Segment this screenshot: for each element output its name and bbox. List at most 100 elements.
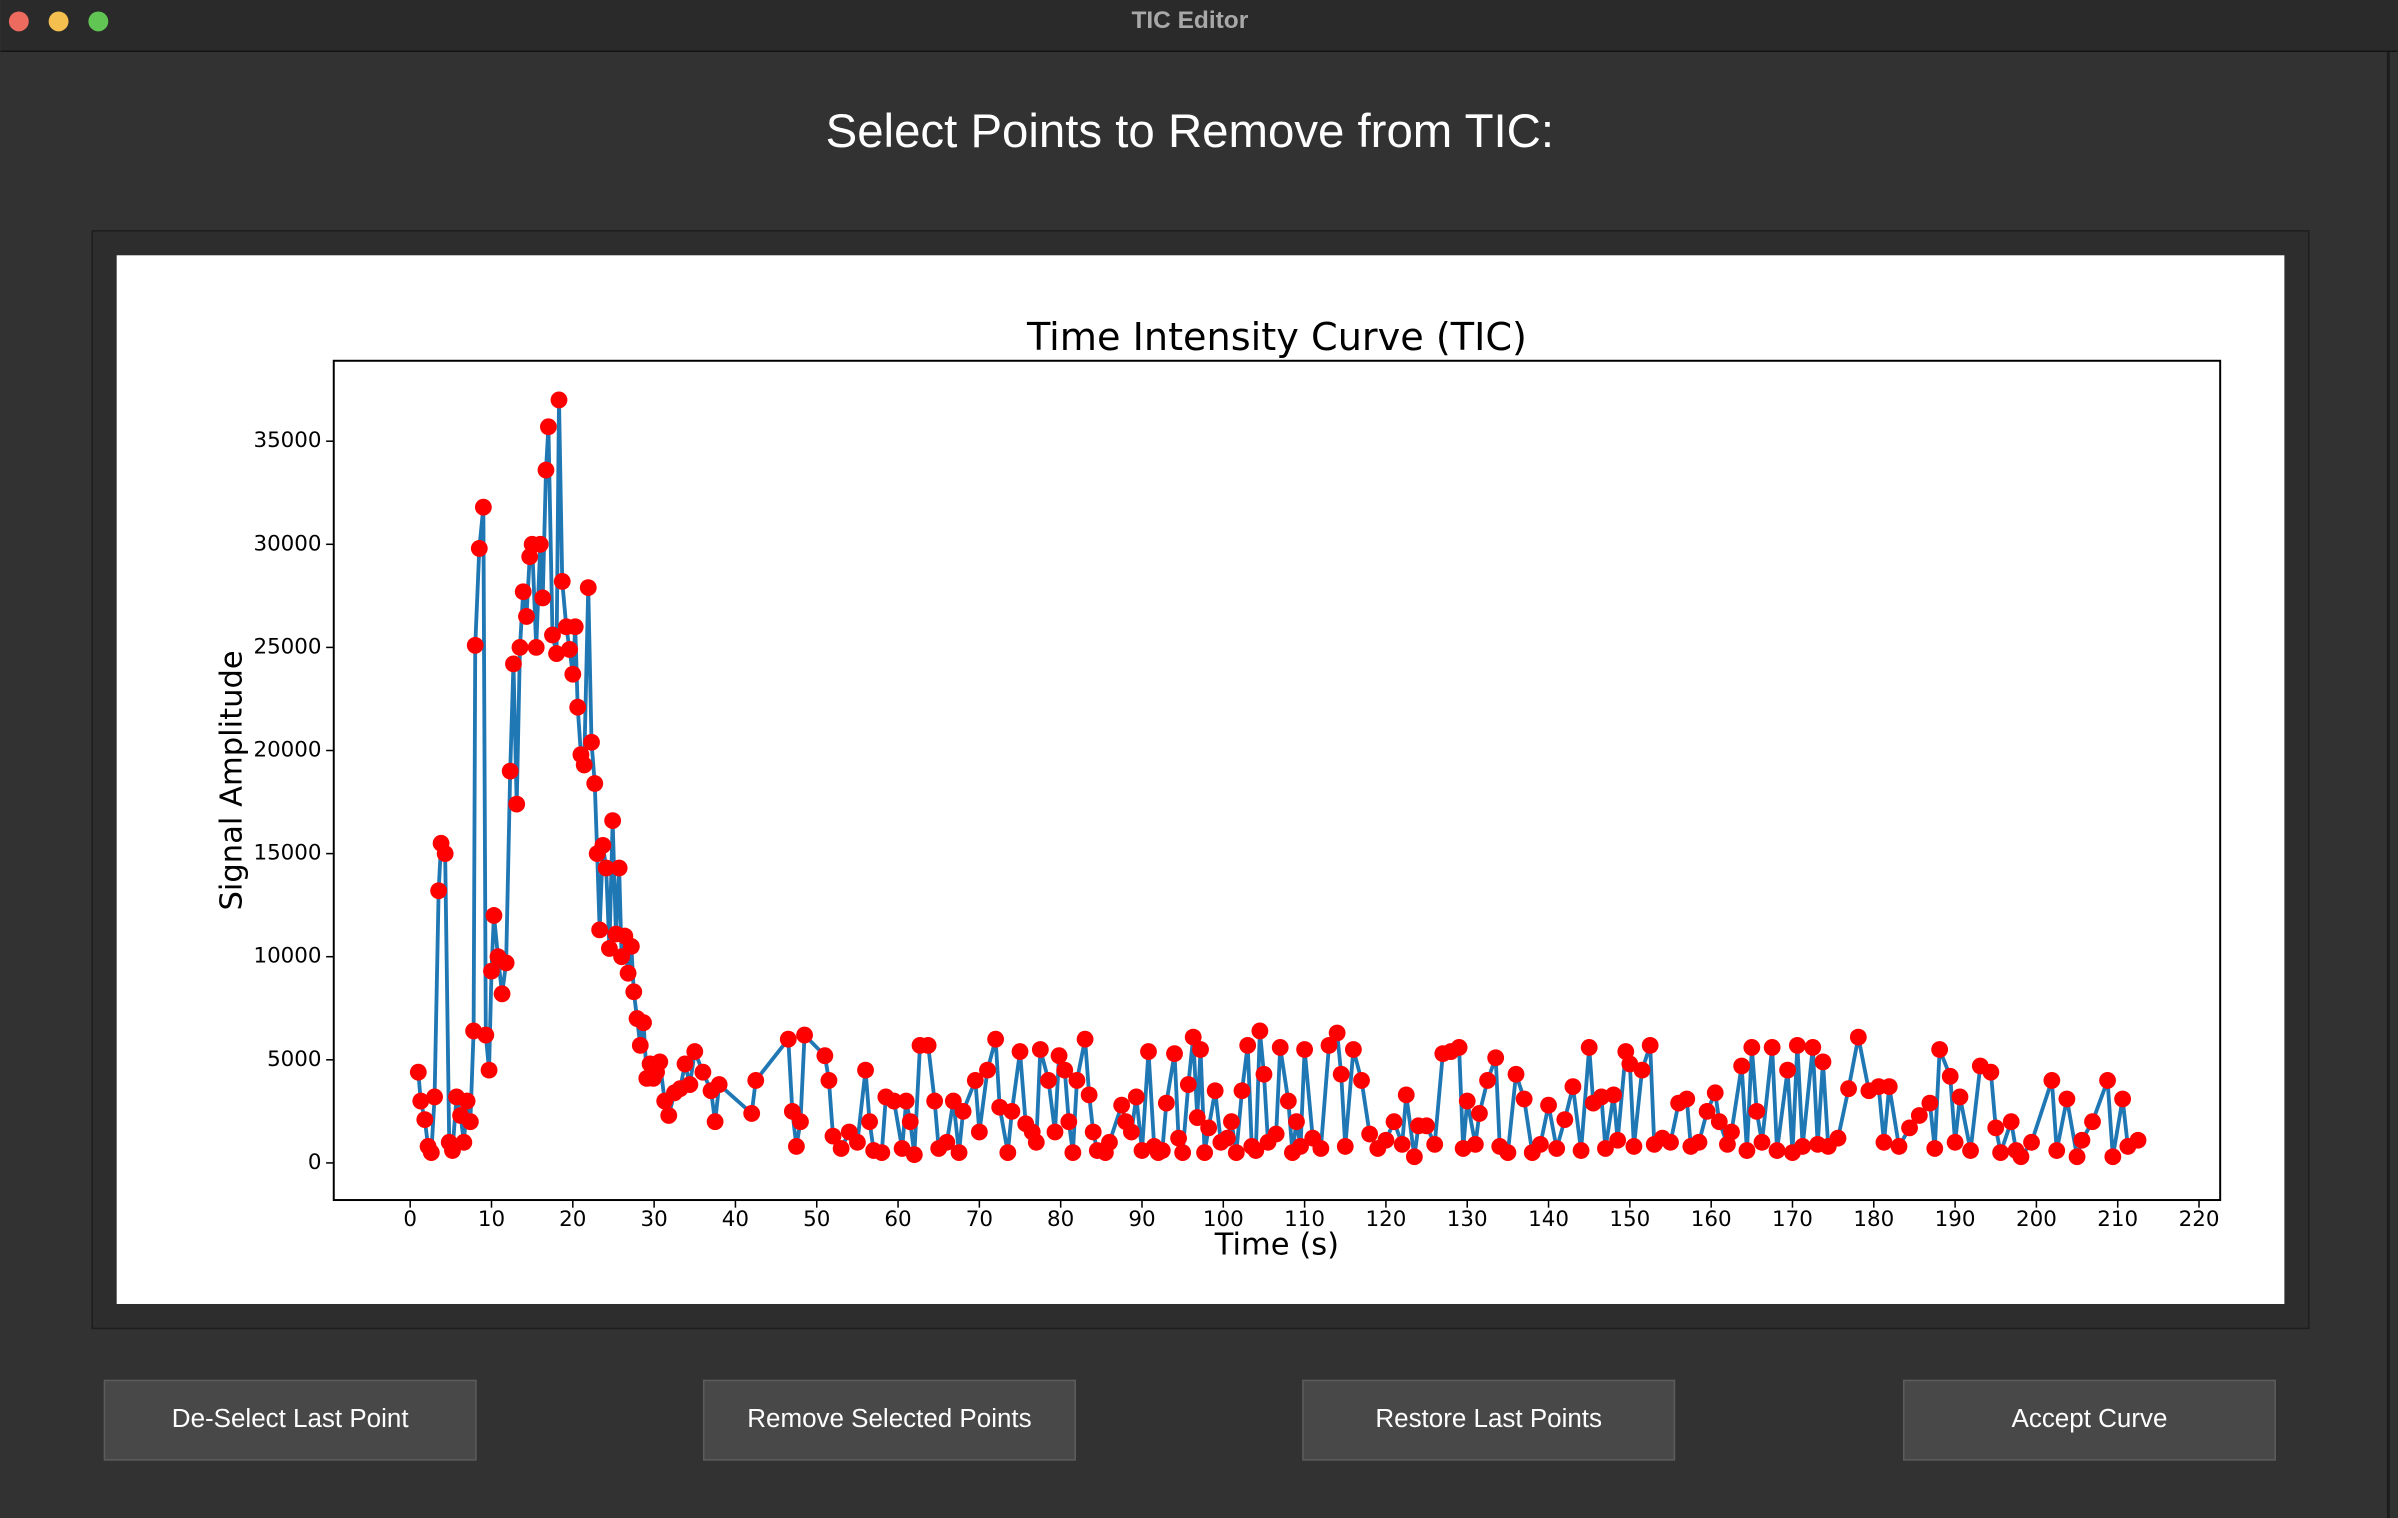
data-point[interactable] [2023,1133,2040,1151]
data-point[interactable] [1804,1039,1822,1056]
data-point[interactable] [1487,1049,1505,1067]
data-point[interactable] [566,618,584,636]
data-point[interactable] [1788,1036,1806,1054]
data-point[interactable] [1466,1135,1484,1153]
data-point[interactable] [1084,1123,1102,1141]
data-point[interactable] [430,882,448,900]
data-point[interactable] [1471,1105,1488,1122]
data-point[interactable] [1113,1096,1131,1114]
data-point[interactable] [1200,1119,1218,1137]
data-point[interactable] [710,1076,728,1093]
data-point[interactable] [1633,1061,1651,1079]
data-point[interactable] [561,641,578,658]
data-point[interactable] [409,1063,427,1081]
data-point[interactable] [2104,1148,2122,1166]
data-point[interactable] [1031,1041,1049,1058]
data-point[interactable] [1840,1080,1857,1098]
data-point[interactable] [2002,1113,2020,1131]
data-point[interactable] [458,1092,476,1110]
data-point[interactable] [747,1072,765,1089]
data-point[interactable] [970,1123,988,1141]
data-point[interactable] [544,626,561,644]
data-point[interactable] [885,1092,903,1110]
data-point[interactable] [1046,1123,1064,1141]
data-point[interactable] [466,636,484,654]
data-point[interactable] [514,583,532,601]
data-point[interactable] [2043,1072,2061,1089]
data-point[interactable] [1247,1142,1265,1159]
data-point[interactable] [1157,1094,1175,1112]
data-point[interactable] [594,836,612,854]
data-point[interactable] [792,1113,809,1131]
data-point[interactable] [1698,1102,1716,1120]
data-point[interactable] [1910,1107,1928,1124]
data-point[interactable] [625,983,643,1001]
data-point[interactable] [531,535,549,553]
data-point[interactable] [848,1133,866,1151]
data-point[interactable] [1179,1076,1197,1093]
data-point[interactable] [1080,1086,1098,1104]
data-point[interactable] [743,1105,761,1122]
data-point[interactable] [919,1036,937,1054]
data-point[interactable] [966,1072,984,1089]
data-point[interactable] [1662,1133,1679,1151]
data-point[interactable] [579,579,597,597]
data-point[interactable] [1101,1133,1118,1151]
data-point[interactable] [2099,1072,2116,1089]
data-point[interactable] [1218,1129,1236,1147]
button-label[interactable]: Accept Curve [2012,1403,2168,1433]
data-point[interactable] [1926,1140,1944,1157]
data-point[interactable] [540,418,557,436]
data-point[interactable] [1296,1041,1314,1058]
data-point[interactable] [1951,1088,1969,1106]
data-point[interactable] [511,638,529,656]
data-point[interactable] [2068,1148,2086,1166]
data-point[interactable] [2129,1131,2147,1149]
data-point[interactable] [635,1014,652,1032]
data-point[interactable] [1040,1072,1057,1089]
data-point[interactable] [1011,1043,1029,1060]
data-point[interactable] [505,655,522,673]
data-point[interactable] [694,1063,712,1081]
data-point[interactable] [597,859,615,877]
data-point[interactable] [1814,1053,1832,1071]
data-point[interactable] [455,1133,473,1151]
data-point[interactable] [477,1026,495,1044]
data-point[interactable] [497,954,515,972]
data-point[interactable] [1540,1096,1557,1114]
data-point[interactable] [586,775,604,792]
data-point[interactable] [1572,1142,1590,1159]
data-point[interactable] [483,962,500,980]
data-point[interactable] [1605,1086,1622,1104]
data-point[interactable] [1003,1102,1021,1120]
data-point[interactable] [1609,1131,1627,1149]
data-point[interactable] [610,859,628,877]
data-point[interactable] [1507,1065,1525,1083]
data-point[interactable] [1320,1036,1338,1054]
data-point[interactable] [474,498,492,516]
button[interactable] [1902,1379,2276,1461]
button[interactable] [702,1379,1076,1461]
data-point[interactable] [1405,1148,1423,1166]
data-point[interactable] [1768,1142,1786,1159]
data-point[interactable] [1251,1022,1269,1040]
data-point[interactable] [575,756,593,774]
data-point[interactable] [1723,1123,1740,1141]
data-point[interactable] [600,940,618,957]
data-point[interactable] [979,1061,996,1079]
data-point[interactable] [832,1140,850,1157]
data-point[interactable] [954,1102,972,1120]
data-point[interactable] [1267,1125,1285,1143]
data-point[interactable] [1829,1129,1847,1147]
data-point[interactable] [461,1113,479,1131]
data-point[interactable] [518,608,535,625]
data-point[interactable] [1921,1094,1939,1112]
data-point[interactable] [1192,1041,1209,1058]
data-point[interactable] [1548,1140,1566,1157]
data-point[interactable] [1532,1135,1549,1153]
data-point[interactable] [2048,1142,2066,1159]
data-point[interactable] [1733,1057,1751,1075]
data-point[interactable] [553,573,571,590]
data-point[interactable] [2012,1148,2030,1166]
data-point[interactable] [1068,1072,1086,1089]
